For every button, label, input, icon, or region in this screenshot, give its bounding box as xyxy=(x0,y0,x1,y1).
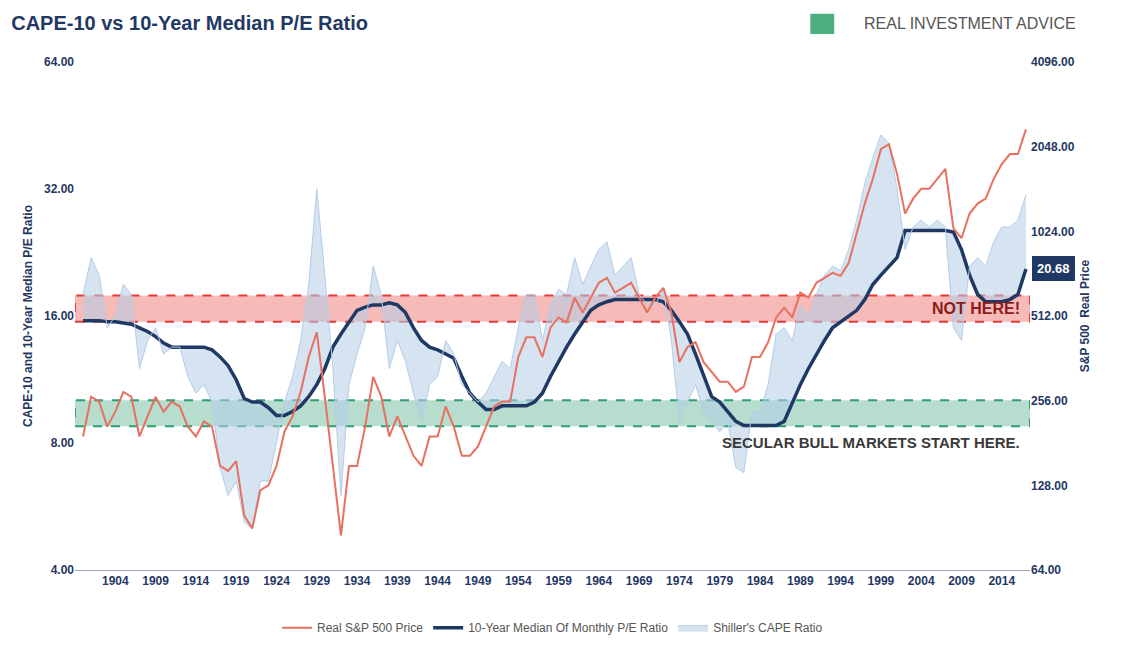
svg-text:Shiller's CAPE Ratio: Shiller's CAPE Ratio xyxy=(713,621,822,635)
svg-text:1939: 1939 xyxy=(384,574,411,588)
svg-text:1974: 1974 xyxy=(666,574,693,588)
svg-text:1024.00: 1024.00 xyxy=(1031,225,1075,239)
svg-text:1969: 1969 xyxy=(626,574,653,588)
svg-text:2004: 2004 xyxy=(908,574,935,588)
svg-text:256.00: 256.00 xyxy=(1031,394,1068,408)
svg-text:2009: 2009 xyxy=(948,574,975,588)
svg-text:1954: 1954 xyxy=(505,574,532,588)
svg-text:1999: 1999 xyxy=(868,574,895,588)
svg-text:Real S&P 500 Price: Real S&P 500 Price xyxy=(317,621,423,635)
svg-text:1959: 1959 xyxy=(545,574,572,588)
svg-text:512.00: 512.00 xyxy=(1031,309,1068,323)
svg-text:64.00: 64.00 xyxy=(44,55,74,69)
svg-text:1949: 1949 xyxy=(465,574,492,588)
svg-text:10-Year Median Of Monthly P/E: 10-Year Median Of Monthly P/E Ratio xyxy=(468,621,668,635)
svg-text:1904: 1904 xyxy=(102,574,129,588)
svg-text:1919: 1919 xyxy=(223,574,250,588)
svg-text:1994: 1994 xyxy=(827,574,854,588)
svg-text:8.00: 8.00 xyxy=(51,436,75,450)
svg-text:1934: 1934 xyxy=(344,574,371,588)
svg-text:32.00: 32.00 xyxy=(44,182,74,196)
svg-text:2048.00: 2048.00 xyxy=(1031,140,1075,154)
svg-text:S&P 500 Real Price: S&P 500 Real Price xyxy=(1078,259,1092,372)
svg-text:1944: 1944 xyxy=(424,574,451,588)
svg-text:1964: 1964 xyxy=(585,574,612,588)
svg-text:NOT HERE!: NOT HERE! xyxy=(932,300,1020,317)
svg-text:4.00: 4.00 xyxy=(51,563,75,577)
svg-text:1909: 1909 xyxy=(142,574,169,588)
svg-text:128.00: 128.00 xyxy=(1031,479,1068,493)
svg-text:CAPE-10 vs 10-Year Median P/E: CAPE-10 vs 10-Year Median P/E Ratio xyxy=(11,12,368,34)
svg-text:64.00: 64.00 xyxy=(1031,563,1061,577)
svg-text:2014: 2014 xyxy=(988,574,1015,588)
svg-text:4096.00: 4096.00 xyxy=(1031,55,1075,69)
svg-text:CAPE-10 and 10-Year Median P/E: CAPE-10 and 10-Year Median P/E Ratio xyxy=(21,205,35,427)
svg-text:16.00: 16.00 xyxy=(44,309,74,323)
svg-text:1914: 1914 xyxy=(183,574,210,588)
svg-text:1989: 1989 xyxy=(787,574,814,588)
svg-text:REAL INVESTMENT ADVICE: REAL INVESTMENT ADVICE xyxy=(864,15,1076,32)
svg-text:1929: 1929 xyxy=(303,574,330,588)
svg-text:1984: 1984 xyxy=(747,574,774,588)
svg-text:1924: 1924 xyxy=(263,574,290,588)
svg-text:SECULAR BULL MARKETS START HER: SECULAR BULL MARKETS START HERE. xyxy=(722,434,1020,451)
svg-text:1979: 1979 xyxy=(706,574,733,588)
svg-text:20.68: 20.68 xyxy=(1037,261,1070,276)
